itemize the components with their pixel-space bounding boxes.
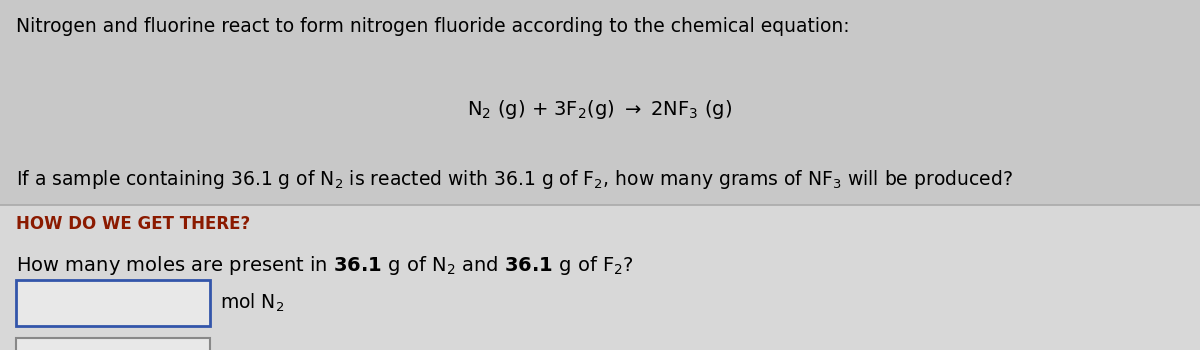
Text: mol F$_2$: mol F$_2$: [220, 349, 281, 350]
FancyBboxPatch shape: [16, 338, 210, 350]
Text: How many moles are present in $\mathbf{36.1}$ g of N$_2$ and $\mathbf{36.1}$ g o: How many moles are present in $\mathbf{3…: [16, 254, 634, 277]
Text: mol N$_2$: mol N$_2$: [220, 292, 284, 314]
Text: Nitrogen and fluorine react to form nitrogen fluoride according to the chemical : Nitrogen and fluorine react to form nitr…: [16, 18, 850, 36]
Text: HOW DO WE GET THERE?: HOW DO WE GET THERE?: [16, 215, 250, 233]
FancyBboxPatch shape: [16, 280, 210, 326]
Text: N$_2$ (g) + 3F$_2$(g) $\rightarrow$ 2NF$_3$ (g): N$_2$ (g) + 3F$_2$(g) $\rightarrow$ 2NF$…: [467, 98, 733, 121]
FancyBboxPatch shape: [0, 0, 1200, 205]
Text: If a sample containing 36.1 g of N$_2$ is reacted with 36.1 g of F$_2$, how many: If a sample containing 36.1 g of N$_2$ i…: [16, 168, 1013, 191]
FancyBboxPatch shape: [0, 205, 1200, 350]
